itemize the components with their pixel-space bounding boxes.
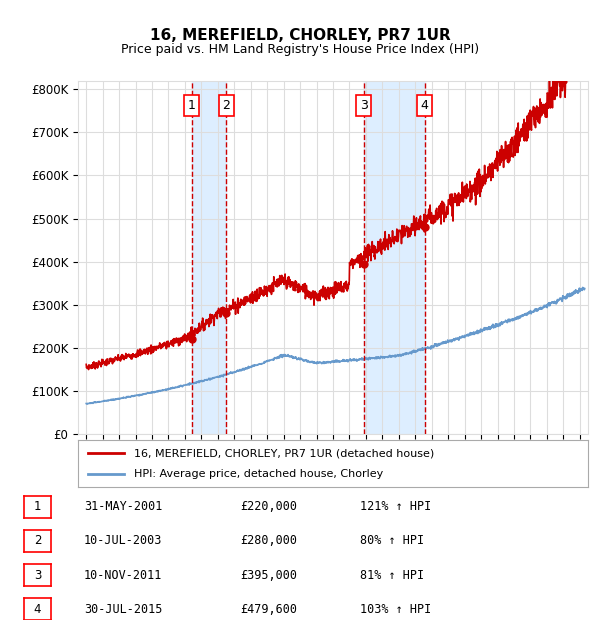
Text: 2: 2 xyxy=(223,99,230,112)
Text: £280,000: £280,000 xyxy=(240,534,297,547)
Text: £479,600: £479,600 xyxy=(240,603,297,616)
Text: 81% ↑ HPI: 81% ↑ HPI xyxy=(360,569,424,582)
Text: 10-NOV-2011: 10-NOV-2011 xyxy=(84,569,163,582)
Text: Price paid vs. HM Land Registry's House Price Index (HPI): Price paid vs. HM Land Registry's House … xyxy=(121,43,479,56)
Text: £220,000: £220,000 xyxy=(240,500,297,513)
Text: HPI: Average price, detached house, Chorley: HPI: Average price, detached house, Chor… xyxy=(134,469,383,479)
Text: 4: 4 xyxy=(34,603,41,616)
Text: 10-JUL-2003: 10-JUL-2003 xyxy=(84,534,163,547)
Text: 16, MEREFIELD, CHORLEY, PR7 1UR (detached house): 16, MEREFIELD, CHORLEY, PR7 1UR (detache… xyxy=(134,448,434,458)
Text: 121% ↑ HPI: 121% ↑ HPI xyxy=(360,500,431,513)
Text: 2: 2 xyxy=(34,534,41,547)
Bar xyxy=(191,81,226,434)
Text: 4: 4 xyxy=(421,99,429,112)
Text: 30-JUL-2015: 30-JUL-2015 xyxy=(84,603,163,616)
Text: 31-MAY-2001: 31-MAY-2001 xyxy=(84,500,163,513)
Text: 3: 3 xyxy=(359,99,368,112)
Text: 3: 3 xyxy=(34,569,41,582)
Text: 80% ↑ HPI: 80% ↑ HPI xyxy=(360,534,424,547)
Text: £395,000: £395,000 xyxy=(240,569,297,582)
Text: 16, MEREFIELD, CHORLEY, PR7 1UR: 16, MEREFIELD, CHORLEY, PR7 1UR xyxy=(149,28,451,43)
Bar xyxy=(364,81,425,434)
Text: 103% ↑ HPI: 103% ↑ HPI xyxy=(360,603,431,616)
Text: 1: 1 xyxy=(188,99,196,112)
Text: 1: 1 xyxy=(34,500,41,513)
